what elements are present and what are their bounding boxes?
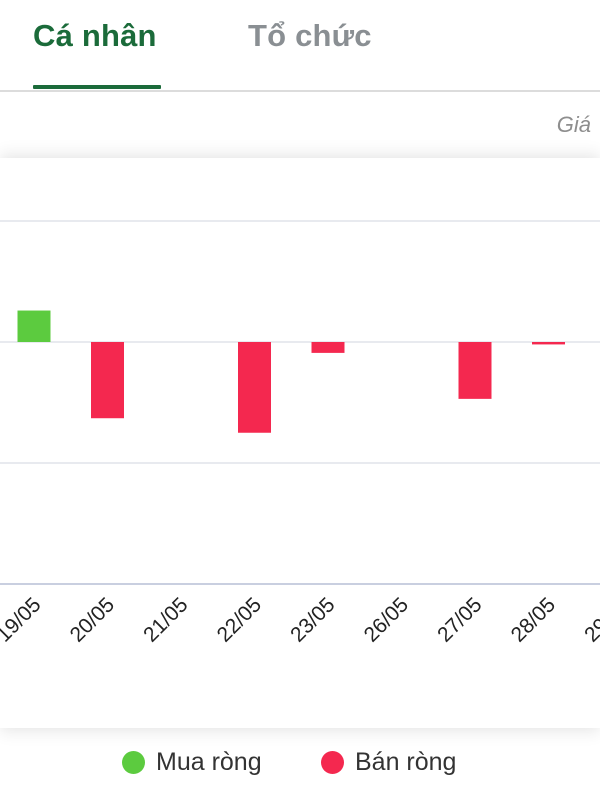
legend-buy-dot	[122, 751, 145, 774]
legend-sell-dot	[321, 751, 344, 774]
bar-23-05[interactable]	[311, 342, 345, 353]
legend: Mua ròng Bán ròng	[0, 742, 600, 786]
bar-20-05[interactable]	[91, 342, 124, 419]
bar-19-05[interactable]	[17, 310, 51, 342]
legend-sell-label: Bán ròng	[355, 748, 457, 776]
tab-individual[interactable]: Cá nhân	[33, 18, 157, 53]
legend-item-sell[interactable]: Bán ròng	[321, 748, 456, 777]
net-trade-chart: 19/05 20/05 21/05 22/05 23/05 26/05 27/05 28/05…	[0, 220, 600, 647]
x-tick-label: 22/05	[213, 593, 266, 646]
legend-buy-label: Mua ròng	[156, 748, 262, 776]
x-tick-label: 29/05	[580, 593, 600, 646]
tab-organization[interactable]: Tổ chức	[248, 18, 372, 53]
active-tab-indicator	[33, 85, 161, 89]
bar-22-05[interactable]	[238, 342, 271, 433]
x-tick-label: 23/05	[286, 593, 339, 646]
bar-27-05[interactable]	[458, 342, 492, 399]
price-label[interactable]: Giá	[556, 112, 591, 137]
legend-item-buy[interactable]: Mua ròng	[122, 748, 262, 777]
x-tick-label: 27/05	[433, 593, 486, 646]
x-tick-label: 20/05	[66, 593, 119, 646]
x-tick-label: 19/05	[0, 593, 46, 646]
x-tick-label: 26/05	[360, 593, 413, 646]
chart-panel	[0, 158, 600, 728]
x-tick-label: 28/05	[507, 593, 560, 646]
x-tick-label: 21/05	[139, 593, 192, 646]
bar-28-05[interactable]	[532, 342, 565, 345]
tab-bar: Cá nhân Tổ chức	[0, 0, 600, 92]
